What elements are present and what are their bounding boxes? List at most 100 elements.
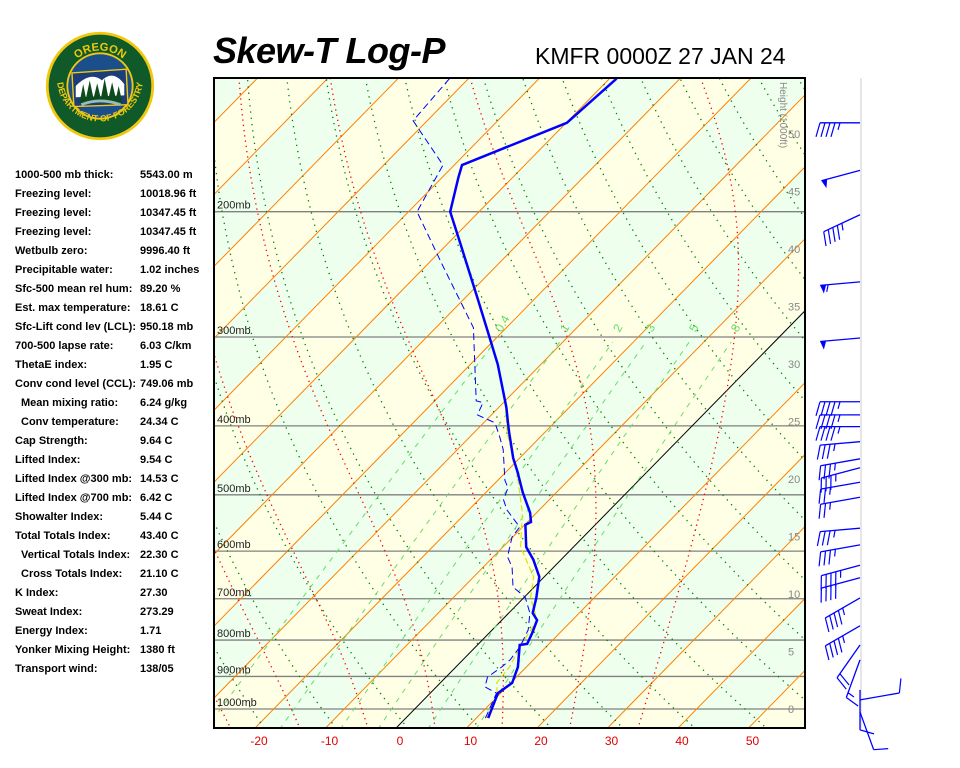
wind-barb-flag: [821, 531, 826, 546]
wind-barb-staff: [820, 337, 861, 343]
wind-barb-flag: [825, 401, 831, 416]
wind-barb-half-flag: [837, 414, 841, 423]
wind-barb: [824, 597, 861, 633]
stat-row: Freezing level: 10347.45 ft: [15, 225, 215, 244]
stat-value: 9.54 C: [140, 454, 173, 466]
wind-barb-half-flag: [842, 635, 846, 644]
wind-barb-staff: [859, 711, 875, 750]
pressure-label: 300mb: [217, 325, 251, 337]
stat-label: 1000-500 mb thick:: [15, 169, 114, 181]
wind-barb-flag: [826, 444, 831, 459]
stat-label: Cap Strength:: [15, 435, 88, 447]
wind-barb-staff: [820, 481, 861, 490]
stat-label: Mean mixing ratio:: [21, 397, 119, 409]
wind-barb-half-flag: [834, 463, 836, 471]
stat-row: Lifted Index @300 mb: 14.53 C: [15, 472, 215, 491]
temperature-band: [214, 78, 805, 698]
wind-barb-half-flag: [842, 607, 846, 616]
wind-barb-half-flag: [837, 122, 841, 130]
dry-adiabat: [938, 0, 960, 739]
wind-barb-staff: [820, 441, 861, 446]
stat-label: Showalter Index:: [15, 511, 104, 523]
stat-value: 1380 ft: [140, 644, 175, 656]
stat-value: 10018.96 ft: [140, 188, 197, 200]
temperature-band: [0, 0, 55, 739]
stat-value: 273.29: [140, 606, 174, 618]
oregon-department-of-forestry-logo: OREGON DEPARTMENT OF FORESTRY: [45, 31, 155, 141]
mixing-ratio-line: [340, 341, 614, 728]
wind-barb-flag: [823, 488, 827, 503]
wind-barb-flag: [828, 550, 832, 565]
stat-value: 1.95 C: [140, 359, 173, 371]
moist-adiabat: [238, 78, 436, 728]
stat-value: 89.20 %: [140, 283, 181, 295]
wind-barb: [818, 481, 861, 504]
pressure-label: 500mb: [217, 483, 251, 495]
isotherm: [214, 94, 805, 699]
stat-label: Cross Totals Index:: [21, 568, 123, 580]
wind-barb-pennant: [820, 340, 827, 350]
stat-label: Conv cond level (CCL):: [15, 378, 137, 390]
dry-adiabat: [214, 148, 481, 728]
wind-barb-flag: [815, 401, 821, 416]
wind-barb-staff: [820, 458, 861, 467]
moist-adiabat: [214, 694, 232, 728]
stat-value: 138/05: [140, 663, 174, 675]
isotherm: [214, 78, 400, 268]
dry-adiabat: [522, 78, 805, 522]
isotherm: [0, 0, 195, 738]
stat-label: Lifted Index @700 mb:: [15, 492, 133, 504]
x-tick-label: 30: [605, 734, 619, 748]
wind-barb-flag: [818, 489, 822, 504]
wind-barb: [859, 689, 875, 735]
x-tick-label: 50: [746, 734, 760, 748]
wind-barb-flag: [823, 231, 827, 247]
dry-adiabat: [214, 520, 337, 728]
height-tick-label: 50: [788, 129, 800, 141]
stat-label: Freezing level:: [15, 226, 92, 238]
wind-barb-flag: [818, 551, 822, 567]
height-tick-label: 10: [788, 589, 800, 601]
chart-title: Skew-T Log-P: [213, 30, 446, 71]
isotherm: [214, 78, 259, 124]
stat-value: 6.24 g/kg: [140, 397, 188, 409]
wind-barb-staff: [823, 214, 861, 233]
stat-value: 10347.45 ft: [140, 207, 197, 219]
temperature-line: [448, 78, 618, 719]
wind-barb: [845, 659, 861, 707]
x-tick-label: 0: [397, 734, 404, 748]
wind-barb-flag: [823, 550, 827, 566]
stat-value: 950.18 mb: [140, 321, 194, 333]
wind-barb-flag: [820, 426, 826, 441]
stat-label: Est. max temperature:: [15, 302, 131, 314]
temperature-band: [0, 0, 125, 739]
stat-label: Freezing level:: [15, 207, 92, 219]
x-tick-label: 10: [464, 734, 478, 748]
wind-barb: [821, 169, 861, 189]
wind-barb-flag: [898, 678, 902, 694]
svg-text:OREGON: OREGON: [72, 41, 128, 61]
wind-barb-flag: [837, 610, 843, 625]
stat-value: 18.61 C: [140, 302, 179, 314]
moist-adiabat: [214, 351, 369, 728]
pressure-label: 400mb: [217, 414, 251, 426]
dry-adiabat: [214, 374, 409, 728]
stat-value: 24.34 C: [140, 416, 179, 428]
height-tick-label: 20: [788, 474, 800, 486]
sounding-indices-panel: 1000-500 mb thick: 5543.00 m Freezing leve…: [15, 168, 215, 681]
wind-barb-flag: [820, 122, 826, 137]
wind-barb-flag: [815, 414, 821, 430]
dry-adiabat: [0, 0, 126, 739]
temperature-band: [214, 94, 805, 728]
isotherm: [809, 0, 960, 738]
wind-barb-flag: [821, 444, 826, 460]
wind-barb-half-flag: [826, 284, 829, 292]
stat-row: Freezing level: 10018.96 ft: [15, 187, 215, 206]
stat-row: Wetbulb zero: 9996.40 ft: [15, 244, 215, 263]
dry-adiabat: [364, 78, 768, 728]
pressure-label: 800mb: [217, 628, 251, 640]
wind-barb: [818, 496, 861, 519]
stat-row: Yonker Mixing Height: 1380 ft: [15, 643, 215, 662]
wind-barb-pennant: [821, 179, 828, 189]
stat-label: Conv temperature:: [21, 416, 119, 428]
